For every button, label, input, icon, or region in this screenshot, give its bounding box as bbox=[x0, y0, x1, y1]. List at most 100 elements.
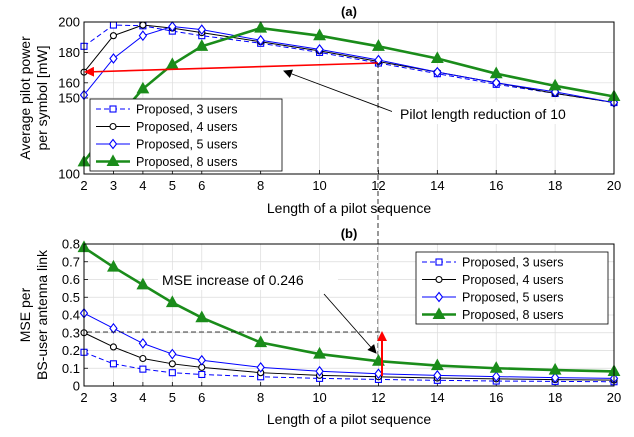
x-tick-label: 2 bbox=[80, 390, 87, 405]
data-point bbox=[168, 21, 177, 32]
panel-b-legend: Proposed, 3 users Proposed, 4 users Propos… bbox=[415, 251, 609, 325]
y-tick-label: 0.3 bbox=[62, 325, 80, 340]
x-tick-label: 8 bbox=[257, 390, 264, 405]
data-point bbox=[313, 346, 326, 359]
series-line-3 bbox=[83, 312, 615, 379]
legend-label: Proposed, 3 users bbox=[462, 256, 563, 270]
data-point bbox=[430, 358, 444, 371]
data-point bbox=[492, 371, 501, 382]
legend-label: Proposed, 5 users bbox=[136, 138, 237, 152]
data-point bbox=[315, 43, 324, 55]
panel-b: 2 3 4 5 6 8 10 12 14 16 18 20 0 0.1 0.2 0.3 0.4 0.5 0.6 0.… bbox=[17, 226, 621, 427]
panel-a-title: (a) bbox=[341, 4, 357, 19]
x-tick-label: 5 bbox=[169, 178, 176, 193]
x-tick-label: 3 bbox=[110, 390, 117, 405]
panel-b-annotation-box bbox=[158, 270, 338, 290]
legend-marker bbox=[106, 154, 120, 167]
y-tick-label: 180 bbox=[58, 45, 80, 60]
x-tick-label: 12 bbox=[371, 178, 385, 193]
data-point bbox=[139, 365, 147, 373]
y-tick-label: 200 bbox=[58, 15, 80, 30]
legend-marker bbox=[109, 122, 117, 131]
panel-b-title: (b) bbox=[341, 226, 358, 241]
data-point bbox=[492, 77, 501, 89]
data-point bbox=[433, 66, 442, 78]
panel-a-annotation-pointer bbox=[283, 69, 397, 114]
panel-b-annotation: MSE increase of 0.246 bbox=[162, 272, 304, 288]
legend-label: Proposed, 3 users bbox=[136, 103, 237, 117]
data-point bbox=[109, 21, 117, 29]
legend-marker bbox=[108, 138, 118, 150]
legend-label: Proposed, 4 users bbox=[462, 273, 563, 287]
x-tick-label: 18 bbox=[548, 178, 562, 193]
data-point bbox=[548, 78, 562, 91]
series-line-1 bbox=[83, 351, 615, 383]
legend-marker bbox=[434, 291, 444, 303]
y-tick-label: 100 bbox=[58, 167, 80, 182]
panel-a-x-axis-label: Length of a pilot sequence bbox=[267, 200, 431, 216]
data-point bbox=[254, 20, 268, 33]
x-tick-label: 20 bbox=[607, 390, 621, 405]
y-tick-label: 0 bbox=[73, 379, 80, 394]
data-point bbox=[165, 295, 179, 308]
data-point bbox=[109, 343, 117, 351]
x-tick-label: 14 bbox=[430, 390, 444, 405]
x-tick-label: 16 bbox=[489, 390, 503, 405]
data-point bbox=[197, 354, 206, 366]
x-tick-label: 10 bbox=[312, 390, 326, 405]
y-tick-label: 0.1 bbox=[62, 361, 80, 376]
y-tick-label: 0.5 bbox=[62, 290, 80, 305]
data-point bbox=[198, 370, 206, 379]
data-point bbox=[138, 338, 148, 349]
data-point bbox=[138, 30, 148, 42]
x-tick-label: 3 bbox=[110, 178, 117, 193]
panel-b-y-axis-label-line2: BS-user antenna link bbox=[34, 249, 50, 380]
data-point bbox=[136, 277, 150, 290]
panel-a-legend: Proposed, 3 users Proposed, 4 users Propos… bbox=[89, 98, 283, 172]
data-point bbox=[254, 335, 268, 348]
data-point bbox=[136, 81, 150, 94]
data-point bbox=[195, 310, 209, 323]
y-tick-label: 0.7 bbox=[62, 254, 80, 269]
data-point bbox=[107, 259, 120, 272]
legend-marker bbox=[432, 307, 446, 320]
y-tick-label: 0.2 bbox=[62, 343, 80, 358]
x-tick-label: 12 bbox=[371, 390, 385, 405]
x-tick-label: 16 bbox=[489, 178, 503, 193]
x-tick-label: 20 bbox=[607, 178, 621, 193]
data-point bbox=[109, 360, 117, 368]
panel-b-annotation-pointer bbox=[323, 293, 377, 354]
data-point bbox=[548, 362, 562, 375]
data-point bbox=[374, 368, 383, 380]
data-point bbox=[139, 354, 147, 363]
panel-b-y-axis-label-line1: MSE per bbox=[17, 287, 33, 342]
x-tick-label: 14 bbox=[430, 178, 444, 193]
legend-marker bbox=[435, 275, 443, 284]
x-tick-label: 4 bbox=[139, 390, 146, 405]
x-tick-label: 6 bbox=[198, 178, 205, 193]
panel-b-x-tick-labels: 2 3 4 5 6 8 10 12 14 16 18 20 bbox=[80, 390, 621, 405]
x-tick-label: 18 bbox=[548, 390, 562, 405]
panel-a-y-axis-label-line2: per symbol [mW] bbox=[34, 45, 50, 150]
data-point bbox=[489, 361, 503, 373]
data-point bbox=[168, 360, 176, 368]
legend-label: Proposed, 8 users bbox=[136, 155, 237, 169]
panel-a-x-tick-labels: 2 3 4 5 6 8 10 12 14 16 18 20 bbox=[80, 178, 621, 193]
series-line-4 bbox=[83, 246, 615, 373]
legend-label: Proposed, 4 users bbox=[136, 120, 237, 134]
data-point bbox=[168, 369, 176, 377]
panel-b-y-tick-labels: 0 0.1 0.2 0.3 0.4 0.5 0.6 0.7 0.8 bbox=[62, 237, 80, 394]
x-tick-label: 5 bbox=[169, 390, 176, 405]
data-point bbox=[489, 66, 503, 79]
data-point bbox=[139, 21, 147, 29]
data-point bbox=[550, 372, 560, 384]
panel-a-plot-frame bbox=[83, 21, 615, 175]
data-point bbox=[197, 24, 206, 35]
data-point bbox=[372, 39, 385, 51]
panel-a-legend-box bbox=[89, 98, 283, 172]
series-line-2 bbox=[83, 332, 615, 381]
data-point bbox=[313, 28, 326, 41]
data-point bbox=[195, 39, 209, 51]
data-point bbox=[433, 369, 442, 381]
